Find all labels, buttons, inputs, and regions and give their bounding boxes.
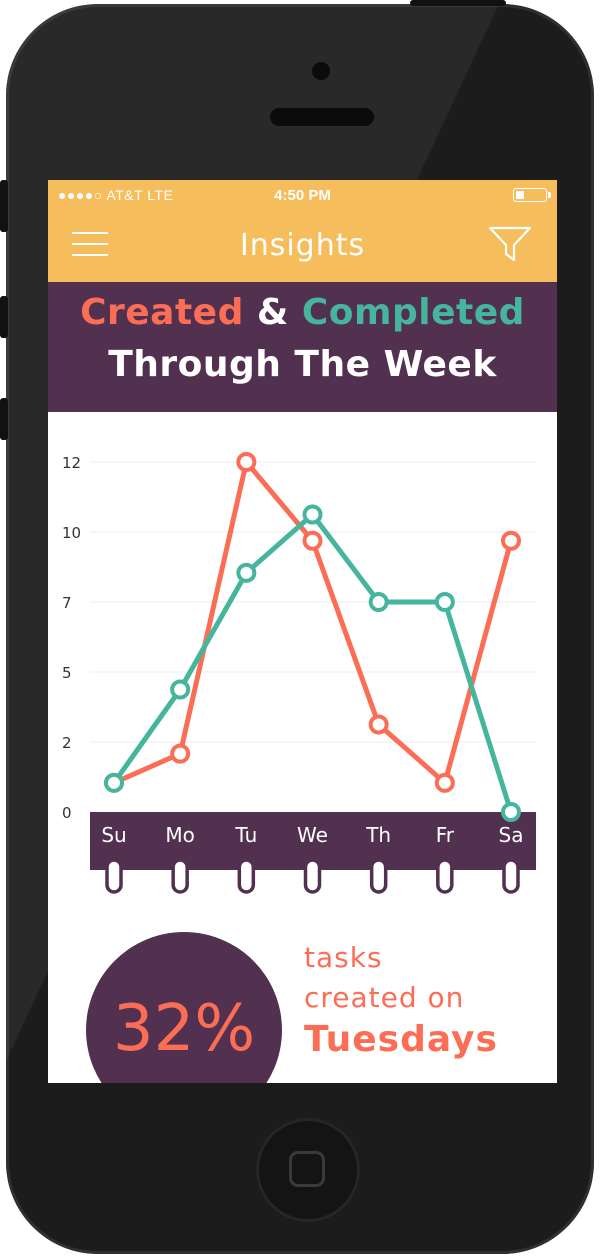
page-title: Insights bbox=[239, 228, 366, 263]
banner-subheadline: Through The Week bbox=[108, 344, 497, 385]
battery-fill bbox=[516, 191, 524, 199]
data-point bbox=[236, 562, 257, 583]
y-tick-label: 7 bbox=[62, 594, 72, 612]
volume-down-button[interactable] bbox=[0, 398, 8, 440]
banner-completed-word: Completed bbox=[301, 292, 525, 333]
earpiece-speaker bbox=[270, 108, 374, 126]
x-tick-label: Mo bbox=[165, 823, 195, 847]
stat-caption-line2: created on bbox=[304, 981, 465, 1014]
volume-up-button[interactable] bbox=[0, 296, 8, 338]
front-camera bbox=[312, 62, 330, 80]
data-point bbox=[368, 714, 389, 735]
x-tick-label: Su bbox=[101, 823, 126, 847]
x-tick-label: We bbox=[297, 823, 328, 847]
data-point bbox=[170, 743, 191, 764]
binder-ring bbox=[369, 858, 388, 894]
data-point bbox=[501, 530, 521, 551]
nav-bar: Insights bbox=[48, 212, 557, 282]
battery-nub bbox=[548, 192, 551, 198]
x-tick-label: Sa bbox=[499, 823, 524, 847]
x-tick-label: Th bbox=[365, 823, 391, 847]
data-point bbox=[434, 772, 455, 793]
banner-created-word: Created bbox=[80, 292, 244, 333]
x-tick-label: Fr bbox=[436, 823, 455, 847]
menu-line bbox=[72, 232, 108, 234]
binder-ring bbox=[436, 858, 454, 894]
filter-funnel-icon[interactable] bbox=[487, 224, 533, 264]
data-point bbox=[236, 452, 257, 472]
chart-banner: Created & Completed Through The Week bbox=[48, 282, 557, 412]
y-tick-label: 5 bbox=[62, 664, 72, 682]
menu-line bbox=[72, 243, 108, 245]
data-point bbox=[302, 530, 323, 551]
weekly-line-chart: 12 10 7 5 2 0 Su Mo Tu We Th Fr Sa bbox=[62, 452, 536, 894]
data-point bbox=[434, 592, 455, 612]
binder-ring bbox=[237, 858, 256, 894]
stat-caption-day: Tuesdays bbox=[304, 1019, 498, 1060]
data-point bbox=[302, 504, 323, 525]
status-time: 4:50 PM bbox=[274, 187, 331, 204]
stat-percentage: 32% bbox=[112, 992, 256, 1066]
stat-caption-line1: tasks bbox=[304, 941, 383, 974]
home-square-icon bbox=[289, 1151, 325, 1187]
binder-ring bbox=[105, 858, 123, 894]
x-tick-label: Tu bbox=[234, 823, 257, 847]
data-point bbox=[104, 772, 124, 793]
y-tick-label: 12 bbox=[62, 454, 81, 472]
status-bar: ●●●●○ AT&T LTE 4:50 PM bbox=[48, 180, 557, 212]
data-point bbox=[368, 592, 389, 612]
power-button[interactable] bbox=[410, 0, 506, 6]
home-button[interactable] bbox=[256, 1118, 360, 1222]
stat-caption: tasks created on Tuesdays bbox=[304, 938, 498, 1062]
y-tick-label: 10 bbox=[62, 524, 81, 542]
filter-svg bbox=[488, 226, 532, 262]
banner-ampersand: & bbox=[243, 292, 302, 333]
hamburger-menu-icon[interactable] bbox=[72, 226, 108, 262]
carrier-signal: ●●●●○ AT&T LTE bbox=[58, 187, 174, 203]
data-point bbox=[501, 802, 521, 822]
banner-headline: Created & Completed bbox=[48, 292, 557, 333]
y-tick-label: 0 bbox=[62, 804, 72, 822]
data-point bbox=[170, 679, 191, 700]
binder-ring bbox=[303, 858, 322, 894]
y-tick-label: 2 bbox=[62, 734, 72, 752]
stat-circle: 32% bbox=[86, 932, 282, 1083]
battery-icon bbox=[513, 188, 551, 202]
menu-line bbox=[72, 254, 108, 256]
binder-ring bbox=[171, 858, 189, 894]
binder-ring bbox=[502, 858, 520, 894]
app-screen: ●●●●○ AT&T LTE 4:50 PM Insights Created … bbox=[48, 180, 557, 1083]
mute-switch[interactable] bbox=[0, 180, 8, 232]
